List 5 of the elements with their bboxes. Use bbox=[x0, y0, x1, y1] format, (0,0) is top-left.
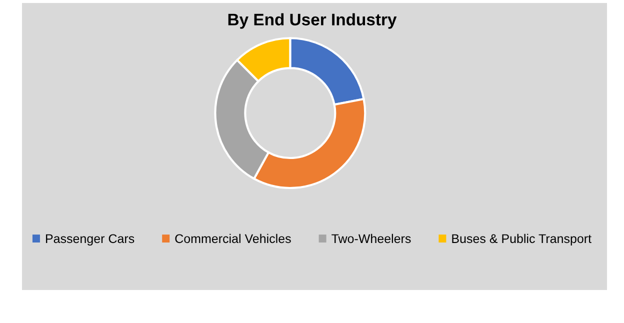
legend-label: Buses & Public Transport bbox=[452, 234, 592, 246]
legend-label: Two-Wheelers bbox=[332, 234, 411, 244]
legend-label: Passenger Cars bbox=[46, 234, 134, 246]
legend-label: Commercial Vehicles bbox=[175, 234, 291, 244]
chart-title: By End User Industry bbox=[228, 13, 397, 29]
